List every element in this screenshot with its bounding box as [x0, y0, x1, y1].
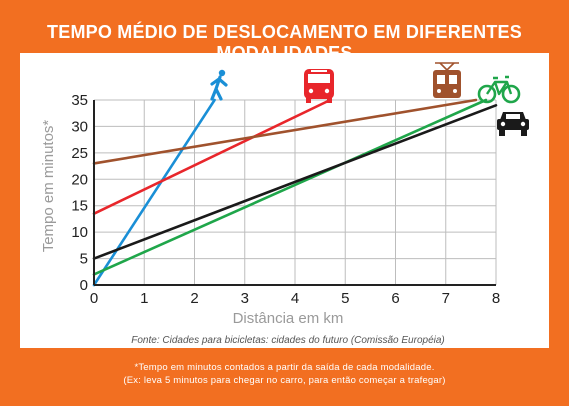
x-tick-label: 5: [341, 290, 349, 307]
mode-icons: [210, 62, 529, 136]
y-axis-label: Tempo em minutos*: [40, 120, 57, 253]
y-tick-label: 15: [71, 198, 88, 215]
bicycle-icon: [477, 75, 521, 104]
footnote-line-1: *Tempo em minutos contados a partir da s…: [134, 362, 435, 373]
y-tick-label: 25: [71, 145, 88, 162]
x-tick-label: 8: [492, 290, 500, 307]
y-tick-label: 5: [80, 251, 88, 268]
footnote-line-2: (Ex: leva 5 minutos para chegar no carro…: [123, 375, 446, 386]
series-line-walking-person: [92, 98, 216, 287]
source-note: Fonte: Cidades para bicicletas: cidades …: [131, 335, 445, 346]
x-tick-label: 1: [140, 290, 148, 307]
series-line-tram: [92, 98, 478, 165]
series-lines: [92, 98, 498, 287]
series-line-bus: [92, 98, 332, 215]
axes: [93, 100, 496, 286]
y-tick-label: 30: [71, 118, 88, 135]
bus-icon: [304, 69, 334, 103]
chart-panel: 0 1 2 3 4 5 6 7 8 0 5 10 15 20 25 30 35 Tempo em minutos…: [20, 53, 549, 348]
y-tick-label: 35: [71, 92, 88, 109]
line-chart: 0 1 2 3 4 5 6 7 8 0 5 10 15 20 25 30 35 Tempo em minutos…: [40, 62, 529, 346]
series-line-bicycle: [92, 98, 488, 276]
car-icon: [497, 112, 529, 136]
y-tick-label: 20: [71, 171, 88, 188]
x-tick-label: 0: [90, 290, 98, 307]
x-tick-label: 2: [190, 290, 198, 307]
x-tick-label: 6: [391, 290, 399, 307]
walking-person-icon: [210, 69, 228, 101]
y-tick-label: 10: [71, 224, 88, 241]
tram-icon: [433, 62, 461, 98]
tick-labels: 0 1 2 3 4 5 6 7 8 0 5 10 15 20 25 30 35: [71, 92, 500, 307]
x-tick-label: 3: [241, 290, 249, 307]
series-line-car: [92, 103, 498, 260]
x-tick-label: 4: [291, 290, 299, 307]
y-tick-label: 0: [80, 277, 88, 294]
x-tick-label: 7: [442, 290, 450, 307]
x-axis-label: Distância em km: [233, 310, 344, 327]
